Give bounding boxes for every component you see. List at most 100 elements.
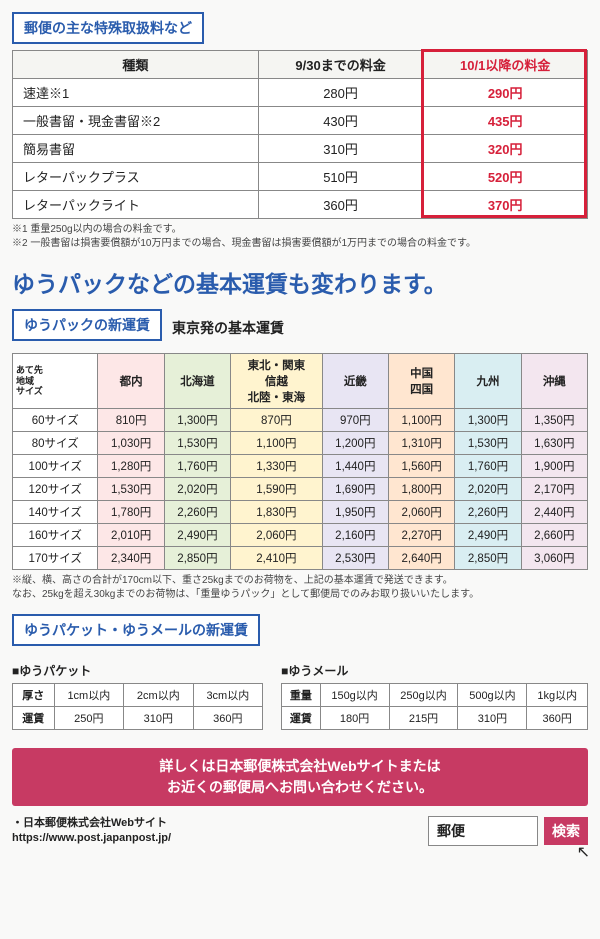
section2-notes: ※縦、横、高さの合計が170cm以下、重さ25kgまでのお荷物を、上記の基本運賃… xyxy=(12,574,588,602)
fare-cell: 1,100円 xyxy=(388,409,454,432)
section3-title: ゆうパケット・ゆうメールの新運賃 xyxy=(12,614,260,646)
fare-cell: 2,020円 xyxy=(164,478,230,501)
new-price: 370円 xyxy=(423,191,588,219)
fare-cell: 2,490円 xyxy=(164,524,230,547)
fare-cell: 1,900円 xyxy=(521,455,587,478)
region-header: 沖縄 xyxy=(521,354,587,409)
table-row-label: 一般書留・現金書留※2 xyxy=(13,107,259,135)
mini-header: 厚さ xyxy=(13,684,55,707)
section2-title: ゆうパックの新運賃 xyxy=(12,309,162,341)
region-header: 東北・関東信越北陸・東海 xyxy=(231,354,323,409)
fare-cell: 1,950円 xyxy=(322,501,388,524)
mini-cell: 250円 xyxy=(54,707,123,730)
packet-table: 厚さ1cm以内2cm以内3cm以内 運賃250円310円360円 xyxy=(12,683,263,730)
size-label: 170サイズ xyxy=(13,547,98,570)
size-label: 100サイズ xyxy=(13,455,98,478)
mini-cell: 180円 xyxy=(320,707,389,730)
fare-cell: 2,170円 xyxy=(521,478,587,501)
mini-cell: 310円 xyxy=(124,707,193,730)
fare-cell: 2,010円 xyxy=(98,524,164,547)
col-header-new: 10/1以降の料金 xyxy=(423,51,588,79)
col-header-type: 種類 xyxy=(13,51,259,79)
fare-cell: 1,530円 xyxy=(98,478,164,501)
fare-cell: 2,260円 xyxy=(164,501,230,524)
region-header: 近畿 xyxy=(322,354,388,409)
footer-label: ・日本郵便株式会社Webサイト xyxy=(12,816,171,831)
fare-cell: 1,800円 xyxy=(388,478,454,501)
mail-title: ■ゆうメール xyxy=(281,662,588,679)
cursor-icon: ↖ xyxy=(577,842,590,862)
fare-cell: 1,350円 xyxy=(521,409,587,432)
size-label: 140サイズ xyxy=(13,501,98,524)
table-row-label: レターパックライト xyxy=(13,191,259,219)
fare-cell: 1,780円 xyxy=(98,501,164,524)
fare-cell: 1,310円 xyxy=(388,432,454,455)
fare-cell: 1,200円 xyxy=(322,432,388,455)
fare-cell: 2,160円 xyxy=(322,524,388,547)
mini-cell: 360円 xyxy=(527,707,588,730)
old-price: 510円 xyxy=(258,163,423,191)
table-row-label: 速達※1 xyxy=(13,79,259,107)
fare-cell: 1,760円 xyxy=(164,455,230,478)
new-price: 320円 xyxy=(423,135,588,163)
fare-cell: 1,530円 xyxy=(164,432,230,455)
search-button[interactable]: 検索 xyxy=(544,817,588,845)
mini-cell: 3cm以内 xyxy=(193,684,263,707)
fare-cell: 1,100円 xyxy=(231,432,323,455)
mini-cell: 500g以内 xyxy=(458,684,527,707)
special-fee-table: 種類 9/30までの料金 10/1以降の料金 速達※1 280円 290円一般書… xyxy=(12,50,588,219)
s2-note1: ※縦、横、高さの合計が170cm以下、重さ25kgまでのお荷物を、上記の基本運賃… xyxy=(12,574,588,588)
old-price: 360円 xyxy=(258,191,423,219)
banner-line1: 詳しくは日本郵便株式会社Webサイトまたは xyxy=(22,756,578,777)
fare-cell: 1,300円 xyxy=(455,409,521,432)
fare-cell: 1,630円 xyxy=(521,432,587,455)
fare-cell: 2,270円 xyxy=(388,524,454,547)
contact-banner: 詳しくは日本郵便株式会社Webサイトまたは お近くの郵便局へお問い合わせください… xyxy=(12,748,588,806)
note2: ※2 一般書留は損害要償額が10万円までの場合、現金書留は損害要償額が1万円まで… xyxy=(12,237,588,251)
fare-cell: 2,640円 xyxy=(388,547,454,570)
search-input[interactable]: 郵便 xyxy=(428,816,538,846)
fare-cell: 2,060円 xyxy=(231,524,323,547)
mini-cell: 150g以内 xyxy=(320,684,389,707)
fare-cell: 1,280円 xyxy=(98,455,164,478)
mini-header: 運賃 xyxy=(282,707,321,730)
fare-cell: 2,440円 xyxy=(521,501,587,524)
fare-cell: 1,330円 xyxy=(231,455,323,478)
fare-cell: 2,660円 xyxy=(521,524,587,547)
banner-line2: お近くの郵便局へお問い合わせください。 xyxy=(22,777,578,798)
fare-cell: 870円 xyxy=(231,409,323,432)
old-price: 430円 xyxy=(258,107,423,135)
new-price: 435円 xyxy=(423,107,588,135)
note1: ※1 重量250g以内の場合の料金です。 xyxy=(12,223,588,237)
region-header: 都内 xyxy=(98,354,164,409)
mini-header: 運賃 xyxy=(13,707,55,730)
mini-cell: 1kg以内 xyxy=(527,684,588,707)
fare-cell: 1,690円 xyxy=(322,478,388,501)
section2-caption: 東京発の基本運賃 xyxy=(172,318,284,338)
headline: ゆうパックなどの基本運賃も変わります。 xyxy=(12,265,588,299)
section1-title: 郵便の主な特殊取扱料など xyxy=(12,12,204,44)
col-header-old: 9/30までの料金 xyxy=(258,51,423,79)
fare-cell: 2,260円 xyxy=(455,501,521,524)
fare-cell: 1,760円 xyxy=(455,455,521,478)
fare-cell: 2,410円 xyxy=(231,547,323,570)
mail-table: 重量150g以内250g以内500g以内1kg以内 運賃180円215円310円… xyxy=(281,683,588,730)
region-header: 北海道 xyxy=(164,354,230,409)
mini-cell: 215円 xyxy=(389,707,458,730)
table-row-label: レターパックプラス xyxy=(13,163,259,191)
mini-cell: 250g以内 xyxy=(389,684,458,707)
fare-cell: 2,850円 xyxy=(164,547,230,570)
fare-cell: 810円 xyxy=(98,409,164,432)
fare-cell: 2,530円 xyxy=(322,547,388,570)
s2-note2: なお、25kgを超え30kgまでのお荷物は、「重量ゆうパック」として郵便局でのみ… xyxy=(12,588,588,602)
fare-cell: 1,830円 xyxy=(231,501,323,524)
size-label: 60サイズ xyxy=(13,409,98,432)
yupack-fare-table: あて先地域サイズ都内北海道東北・関東信越北陸・東海近畿中国四国九州沖縄 60サイ… xyxy=(12,353,588,570)
fare-cell: 1,300円 xyxy=(164,409,230,432)
fare-cell: 2,340円 xyxy=(98,547,164,570)
corner-cell: あて先地域サイズ xyxy=(13,354,98,409)
size-label: 120サイズ xyxy=(13,478,98,501)
mini-cell: 360円 xyxy=(193,707,263,730)
old-price: 280円 xyxy=(258,79,423,107)
mini-cell: 2cm以内 xyxy=(124,684,193,707)
